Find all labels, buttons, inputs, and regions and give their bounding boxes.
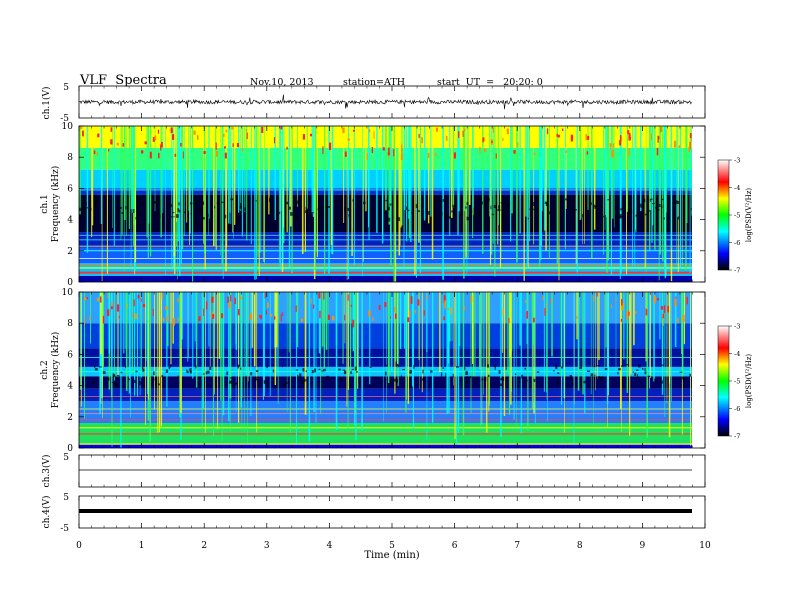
colorbar-tick-label: -3 [734,157,740,165]
y-tick-label: 10 [62,122,74,132]
ch3-ytick-top: 5 [63,453,69,463]
colorbar-tick-label: -4 [734,184,740,192]
plot-title: VLF Spectra [80,73,167,88]
colorbar-tick-label: -5 [734,212,740,220]
y-tick-label: 0 [67,278,73,288]
colorbar-tick-label: -5 [734,378,740,386]
ch2-spectrogram-image [79,292,705,448]
ch4-ylabel: ch.4(V) [41,496,52,529]
colorbar-tick-label: -4 [734,350,740,358]
y-tick-label: 0 [67,444,73,454]
ch4-waveform-line [79,509,692,513]
ch2-spectrogram-panel: ch.2 Frequency (kHz) 0 2 4 6 8 10 [40,288,706,454]
ch2-colorbar: -3 -4 -5 -6 -7 log(PSD(V²/Hz) [717,323,753,441]
y-tick-label: 4 [67,382,73,392]
start-time-label: start UT = 20:20: 0 [437,77,543,88]
y-tick-label: 8 [67,153,73,163]
x-axis-tick-labels: 0 1 2 3 4 5 6 7 8 9 10 [76,541,711,551]
ch2-channel-label: ch.2 [40,360,50,379]
ch1-ytick-top: 5 [63,83,69,93]
ch2-frequency-label: Frequency (kHz) [50,332,61,409]
x-tick-label: 2 [201,541,207,551]
colorbar-tick-label: -3 [734,323,740,331]
ch4-ytick-bottom: -5 [60,524,69,534]
ch1-frequency-label: Frequency (kHz) [50,166,61,243]
x-tick-label: 1 [139,541,145,551]
x-tick-label: 3 [264,541,270,551]
ch3-waveform-panel: ch.3(V) 5 [41,453,706,488]
ch1-spectrogram-image [79,126,705,282]
y-tick-label: 2 [67,247,73,257]
y-tick-label: 6 [67,350,73,360]
x-axis-label: Time (min) [364,550,419,561]
ch1-channel-label: ch.1 [40,194,50,213]
y-tick-label: 8 [67,319,73,329]
x-tick-label: 0 [76,541,82,551]
y-tick-label: 2 [67,413,73,423]
ch1-waveform-panel: ch.1(V) 5 -5 [41,83,706,124]
ch2-colorbar-label: log(PSD(V²/Hz) [745,354,753,409]
y-tick-label: 10 [62,288,74,298]
ch1-ylabel: ch.1(V) [41,87,52,120]
ch1-spectrogram-panel: ch.1 Frequency (kHz) 0 2 4 6 8 10 [40,122,706,288]
ch1-colorbar-label: log(PSD(V²/Hz) [745,188,753,243]
ch3-ylabel: ch.3(V) [41,455,52,488]
y-tick-label: 4 [67,216,73,226]
x-tick-label: 9 [640,541,646,551]
colorbar-tick-label: -6 [734,405,740,413]
colorbar-tick-label: -7 [734,267,740,275]
ch4-ytick-top: 5 [63,493,69,503]
x-tick-label: 8 [577,541,583,551]
x-tick-label: 7 [514,541,520,551]
x-tick-label: 5 [389,541,395,551]
station-label: station=ATH [343,77,405,88]
x-axis-ticks [78,86,706,528]
colorbar-tick-label: -7 [734,433,740,441]
ch1-ytick-bottom: -5 [60,114,69,124]
ch4-waveform-panel: ch.4(V) 5 -5 [41,493,706,534]
ch1-colorbar: -3 -4 -5 -6 -7 log(PSD(V²/Hz) [717,157,753,275]
x-tick-label: 4 [327,541,333,551]
colorbar-tick-label: -6 [734,239,740,247]
x-tick-label: 6 [452,541,458,551]
date-label: Nov.10, 2013 [250,77,314,88]
y-tick-label: 6 [67,184,73,194]
ch1-waveform-line [78,94,692,110]
x-tick-label: 10 [699,541,711,551]
